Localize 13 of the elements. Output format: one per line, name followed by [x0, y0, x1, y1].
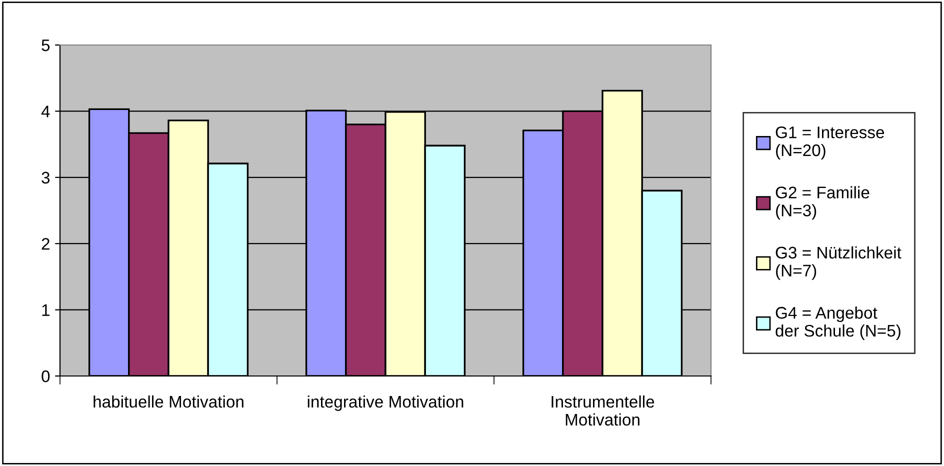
- y-tick-label: 1: [42, 304, 50, 316]
- y-tick-label: 2: [42, 238, 50, 250]
- legend-label: G1 = Interesse (N=20): [776, 126, 884, 160]
- x-tick-label: Instrumentelle Motivation: [552, 395, 654, 426]
- y-tick-label: 4: [41, 106, 50, 118]
- legend-label: G3 = Nützlichkeit (N=7): [776, 246, 902, 280]
- legend-label: G4 = Angebot der Schule (N=5): [776, 306, 900, 340]
- x-tick-label: habituelle Motivation: [94, 395, 244, 408]
- legend-label: G2 = Familie (N=3): [776, 186, 870, 220]
- y-tick-label: 5: [42, 40, 50, 52]
- y-tick-label: 3: [42, 172, 50, 184]
- y-tick-label: 0: [42, 370, 50, 382]
- x-tick-label: integrative Motivation: [308, 395, 464, 411]
